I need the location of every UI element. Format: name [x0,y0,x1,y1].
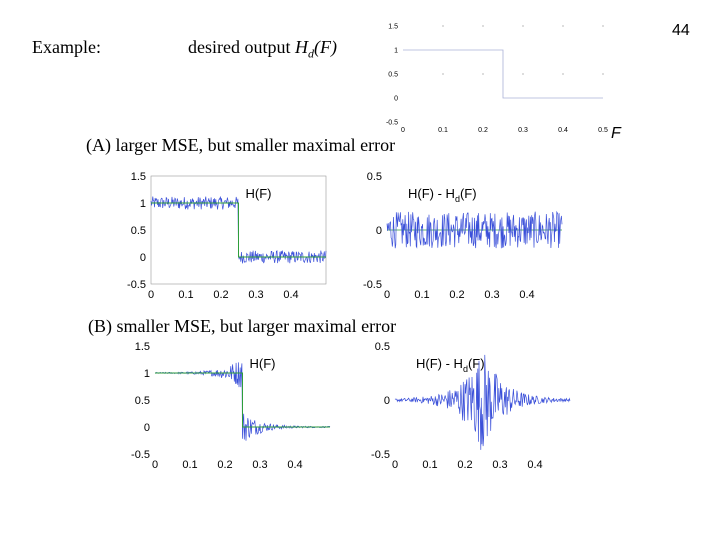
plot-title: H(F) [246,186,272,201]
y-tick-label: 0 [394,95,398,102]
plot-title: H(F) - Hd(F) [416,356,485,374]
grid-dot [482,25,484,27]
x-tick-label: 0.4 [283,289,298,301]
y-tick-label: -0.5 [363,279,382,291]
error-line [394,354,571,450]
x-tick-label: 0 [152,459,158,471]
b-response-plot: 1.510.50-0.50 0.1 0.2 0.3 0.4H(F) [131,341,331,471]
x-tick-label: 0.3 [252,459,267,471]
x-tick-label: 0.1 [182,459,197,471]
y-tick-label: 1 [394,47,398,54]
y-tick-label: 1 [140,198,146,210]
y-tick-label: 0.5 [131,225,146,237]
x-tick-label: 0.1 [438,127,448,134]
plot-title: H(F) [250,356,276,371]
plot-title: H(F) - Hd(F) [408,186,477,204]
grid-dot [442,73,444,75]
x-tick-label: 0.5 [598,127,608,134]
x-tick-label: 0.2 [217,459,232,471]
x-tick-label: 0.1 [422,459,437,471]
desired-output-arg: (F) [313,37,337,57]
y-tick-label: -0.5 [386,119,398,126]
grid-dot [562,73,564,75]
y-tick-label: -0.5 [131,449,150,461]
y-tick-label: 0.5 [367,171,382,183]
y-tick-label: 1.5 [135,341,150,353]
grid-dot [522,25,524,27]
x-tick-label: 0.1 [414,289,429,301]
x-tick-label: 0.3 [492,459,507,471]
y-tick-label: 0 [384,395,390,407]
x-tick-label: 0.2 [449,289,464,301]
grid-dot [442,25,444,27]
desired-line [155,372,330,428]
x-tick-label: 0.4 [527,459,542,471]
a-response-plot: 1.510.50-0.50 0.1 0.2 0.3 0.4H(F) [127,171,327,301]
error-line [386,210,563,249]
desired-output-symbol: H [294,37,308,57]
y-tick-label: 0.5 [135,395,150,407]
x-tick-label: 0.2 [457,459,472,471]
a-error-plot: 0.50-0.50 0.1 0.2 0.3 0.4H(F) - Hd(F) [363,171,563,301]
y-tick-label: 0 [376,225,382,237]
desired-line [151,202,326,258]
grid-dot [602,25,604,27]
grid-dot [562,25,564,27]
x-axis-label: F [611,125,622,142]
caption-b: (B) smaller MSE, but larger maximal erro… [88,316,397,336]
y-tick-label: 0.5 [375,341,390,353]
y-tick-label: -0.5 [371,449,390,461]
x-tick-label: 0.3 [518,127,528,134]
grid-dot [602,73,604,75]
b-error-plot: 0.50-0.50 0.1 0.2 0.3 0.4H(F) - Hd(F) [371,341,571,471]
grid-dot [522,73,524,75]
x-tick-label: 0.2 [213,289,228,301]
page-number: 44 [672,22,690,39]
x-tick-label: 0.2 [478,127,488,134]
y-tick-label: 1 [144,368,150,380]
caption-a: (A) larger MSE, but smaller maximal erro… [86,135,396,155]
y-tick-label: 0 [144,422,150,434]
desired-output-label: desired output Hd(F) [188,37,337,62]
example-label: Example: [32,37,101,57]
x-tick-label: 0.1 [178,289,193,301]
x-tick-label: 0 [401,127,405,134]
x-tick-label: 0 [392,459,398,471]
x-tick-label: 0.4 [558,127,568,134]
y-tick-label: 1.5 [131,171,146,183]
plot-frame [150,175,327,285]
x-tick-label: 0 [148,289,154,301]
y-tick-label: -0.5 [127,279,146,291]
x-tick-label: 0.4 [287,459,302,471]
x-tick-label: 0.3 [484,289,499,301]
y-tick-label: 0 [140,252,146,264]
y-tick-label: 1.5 [388,23,398,30]
desired-output-subscript: d [307,46,314,61]
x-tick-label: 0.3 [248,289,263,301]
x-tick-label: 0.4 [519,289,534,301]
x-tick-label: 0 [384,289,390,301]
desired-output-prefix: desired output [188,37,295,57]
y-tick-label: 0.5 [388,71,398,78]
grid-dot [482,73,484,75]
desired-response-plot: 1.510.50-0.50 0.1 0.2 0.3 0.4 0.5 F [386,23,622,142]
desired-series-line [403,49,603,99]
